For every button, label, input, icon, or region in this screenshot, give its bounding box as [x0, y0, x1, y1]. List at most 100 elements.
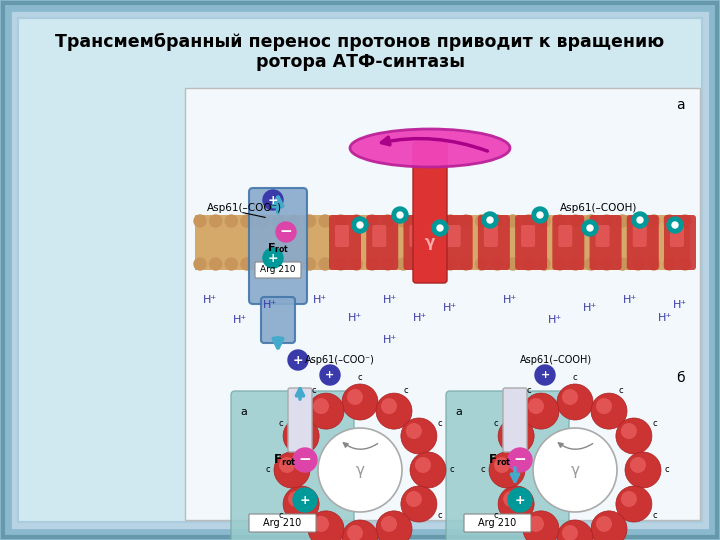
Circle shape: [625, 452, 661, 488]
Circle shape: [308, 511, 344, 540]
Text: c: c: [404, 386, 408, 395]
Circle shape: [632, 215, 644, 227]
Circle shape: [225, 215, 238, 227]
Circle shape: [476, 215, 487, 227]
Circle shape: [494, 457, 510, 473]
Text: H⁺: H⁺: [348, 313, 362, 323]
Circle shape: [528, 398, 544, 414]
Circle shape: [397, 212, 403, 218]
FancyBboxPatch shape: [503, 388, 527, 452]
Text: Трансмембранный перенос протонов приводит к вращению: Трансмембранный перенос протонов приводи…: [55, 33, 665, 51]
Circle shape: [293, 448, 317, 472]
Circle shape: [632, 258, 644, 270]
Circle shape: [401, 486, 437, 522]
FancyBboxPatch shape: [484, 225, 498, 247]
Text: Arg 210: Arg 210: [260, 266, 296, 274]
Circle shape: [616, 215, 629, 227]
Text: Asp61(–COOH): Asp61(–COOH): [560, 203, 637, 213]
Circle shape: [319, 258, 331, 270]
Text: c: c: [437, 511, 442, 521]
Text: a: a: [240, 407, 247, 417]
Circle shape: [648, 215, 660, 227]
Circle shape: [256, 258, 269, 270]
Text: Asp61(–COOH): Asp61(–COOH): [520, 355, 592, 365]
Circle shape: [210, 258, 222, 270]
Circle shape: [460, 215, 472, 227]
Circle shape: [616, 486, 652, 522]
Circle shape: [304, 215, 315, 227]
Circle shape: [376, 393, 412, 429]
FancyBboxPatch shape: [558, 225, 572, 247]
Text: H⁺: H⁺: [658, 313, 672, 323]
FancyBboxPatch shape: [670, 225, 684, 247]
Circle shape: [335, 215, 347, 227]
Text: +: +: [268, 252, 279, 265]
Text: H⁺: H⁺: [413, 313, 427, 323]
Circle shape: [637, 217, 643, 223]
Circle shape: [210, 215, 222, 227]
FancyBboxPatch shape: [335, 225, 349, 247]
FancyBboxPatch shape: [366, 215, 398, 270]
Circle shape: [410, 452, 446, 488]
Circle shape: [537, 212, 543, 218]
Circle shape: [366, 258, 378, 270]
Circle shape: [342, 384, 378, 420]
Text: б: б: [675, 371, 684, 385]
Circle shape: [600, 258, 613, 270]
Text: $\mathbf{F_{rot}}$: $\mathbf{F_{rot}}$: [488, 453, 512, 468]
Circle shape: [272, 258, 284, 270]
Circle shape: [397, 258, 410, 270]
Text: c: c: [278, 420, 283, 429]
Circle shape: [351, 258, 362, 270]
Circle shape: [562, 525, 578, 540]
Circle shape: [241, 258, 253, 270]
Circle shape: [335, 258, 347, 270]
Text: c: c: [652, 420, 657, 429]
Circle shape: [554, 258, 566, 270]
Text: c: c: [572, 374, 577, 382]
Circle shape: [591, 393, 627, 429]
Circle shape: [347, 525, 363, 540]
FancyBboxPatch shape: [590, 215, 621, 270]
Text: H⁺: H⁺: [443, 303, 457, 313]
Circle shape: [616, 258, 629, 270]
Circle shape: [557, 520, 593, 540]
Circle shape: [489, 452, 525, 488]
Circle shape: [503, 491, 519, 507]
Circle shape: [225, 258, 238, 270]
Text: c: c: [437, 420, 442, 429]
Circle shape: [460, 258, 472, 270]
Circle shape: [591, 511, 627, 540]
Circle shape: [272, 215, 284, 227]
FancyBboxPatch shape: [552, 215, 585, 270]
Circle shape: [672, 222, 678, 228]
FancyBboxPatch shape: [249, 514, 316, 532]
Circle shape: [557, 384, 593, 420]
Circle shape: [288, 350, 308, 370]
Text: c: c: [278, 511, 283, 521]
Circle shape: [381, 516, 397, 532]
FancyBboxPatch shape: [521, 225, 535, 247]
Circle shape: [632, 212, 648, 228]
Circle shape: [679, 258, 691, 270]
Circle shape: [437, 225, 443, 231]
Text: Asp61(–COO⁻): Asp61(–COO⁻): [305, 355, 375, 365]
Circle shape: [382, 258, 394, 270]
Circle shape: [274, 452, 310, 488]
Circle shape: [397, 215, 410, 227]
Text: а: а: [675, 98, 684, 112]
Circle shape: [381, 398, 397, 414]
Circle shape: [523, 215, 534, 227]
Ellipse shape: [350, 129, 510, 167]
Text: c: c: [358, 374, 362, 382]
Text: +: +: [293, 354, 303, 367]
Text: γ: γ: [570, 462, 580, 477]
Circle shape: [288, 491, 304, 507]
Circle shape: [482, 212, 498, 228]
Text: −: −: [299, 453, 311, 468]
FancyBboxPatch shape: [464, 514, 531, 532]
Circle shape: [313, 398, 329, 414]
Circle shape: [523, 393, 559, 429]
Text: $\mathbf{F_{rot}}$: $\mathbf{F_{rot}}$: [273, 453, 297, 468]
Circle shape: [428, 258, 441, 270]
